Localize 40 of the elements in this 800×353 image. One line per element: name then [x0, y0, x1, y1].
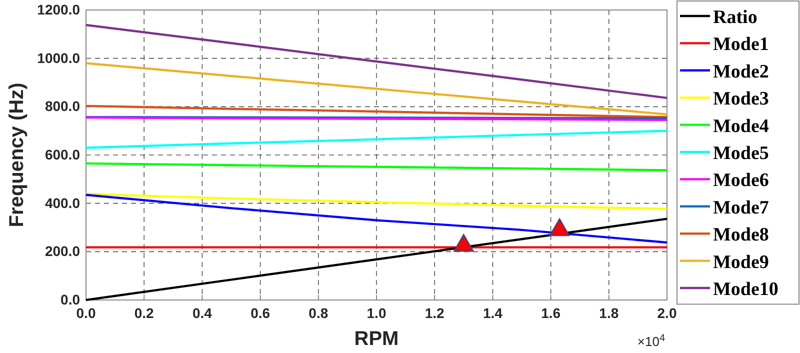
text: ×10$^{4}$ — [637, 332, 666, 349]
y-tick-label: 400.0 — [44, 194, 80, 211]
legend-label: Mode6 — [713, 170, 769, 192]
legend-label: Mode1 — [713, 34, 769, 56]
x-tick-label: 0.0 — [76, 304, 96, 321]
y-tick-label: 1000.0 — [37, 50, 80, 66]
x-tick-label: 1.2 — [424, 304, 445, 321]
y-tick-label: 200.0 — [44, 243, 80, 260]
x-tick-label: 0.4 — [192, 304, 212, 321]
line-series — [84, 162, 668, 172]
y-tick-label: 0.0 — [60, 291, 80, 308]
x-tick-label: 2.0 — [657, 304, 677, 321]
y-tick-label: 1200.0 — [37, 1, 80, 18]
y-tick-label: 600.0 — [44, 146, 80, 162]
y-axis-title: Frequency (Hz) — [6, 82, 28, 228]
x-tick-label: 0.2 — [134, 304, 154, 321]
line-series — [84, 62, 668, 116]
x-tick-label: 1.0 — [366, 304, 386, 321]
legend-label: Ratio — [713, 7, 758, 28]
legend-label: Mode5 — [713, 143, 769, 164]
legend-label: Mode7 — [713, 197, 770, 218]
legend-label: Mode3 — [713, 88, 769, 110]
y-tick-label: 800.0 — [44, 98, 80, 114]
legend-label: Mode4 — [713, 116, 770, 137]
x-tick-label: 0.6 — [250, 304, 270, 321]
x-axis-title: RPM — [354, 328, 399, 350]
legend-label: Mode9 — [713, 252, 769, 273]
line-series — [84, 192, 668, 210]
x-tick-label: 1.6 — [541, 304, 561, 321]
x-tick-label: 0.8 — [308, 304, 328, 321]
line-series — [84, 104, 668, 118]
line-series — [84, 218, 668, 302]
legend-label: Mode8 — [713, 224, 769, 246]
legend-label: Mode10 — [713, 279, 778, 300]
line-series — [84, 130, 668, 149]
x-tick-label: 1.4 — [482, 304, 503, 321]
line-series — [84, 194, 668, 244]
x-tick-label: 1.8 — [599, 304, 619, 321]
legend-label: Mode2 — [713, 61, 769, 82]
line-series — [84, 24, 668, 100]
